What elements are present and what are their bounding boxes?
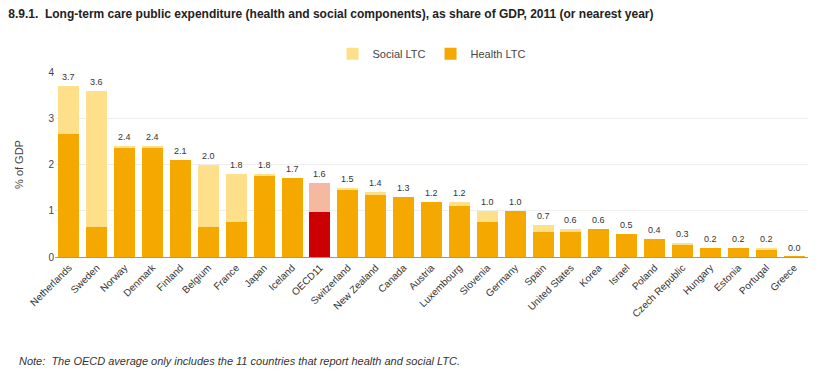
svg-text:0: 0: [48, 252, 54, 263]
svg-text:2.1: 2.1: [174, 146, 187, 156]
svg-text:1.5: 1.5: [341, 174, 354, 184]
svg-text:1.3: 1.3: [397, 183, 410, 193]
svg-text:Germany: Germany: [483, 262, 520, 299]
svg-text:Norway: Norway: [98, 262, 130, 294]
svg-text:Iceland: Iceland: [266, 262, 297, 293]
svg-text:0.2: 0.2: [704, 234, 717, 244]
svg-text:0.5: 0.5: [620, 220, 633, 230]
svg-text:Japan: Japan: [242, 262, 269, 289]
svg-text:1.7: 1.7: [286, 164, 299, 174]
svg-text:Luxembourg: Luxembourg: [417, 262, 464, 309]
svg-text:Poland: Poland: [630, 262, 660, 292]
svg-text:2.0: 2.0: [202, 151, 215, 161]
svg-text:3.6: 3.6: [90, 77, 103, 87]
svg-text:Estonia: Estonia: [712, 262, 744, 294]
svg-text:2.4: 2.4: [118, 132, 131, 142]
svg-text:2: 2: [48, 159, 54, 170]
svg-text:Note: The OECD average only i: Note: The OECD average only includes the…: [19, 355, 460, 367]
svg-text:Sweden: Sweden: [68, 262, 101, 295]
svg-text:2.4: 2.4: [146, 132, 159, 142]
svg-text:% of GDP: % of GDP: [13, 140, 25, 189]
svg-text:1: 1: [48, 205, 54, 216]
svg-text:1.2: 1.2: [425, 188, 438, 198]
svg-text:0.6: 0.6: [592, 215, 605, 225]
svg-text:1.6: 1.6: [313, 169, 326, 179]
svg-text:0.2: 0.2: [760, 234, 773, 244]
svg-text:1.0: 1.0: [509, 197, 522, 207]
svg-text:1.8: 1.8: [258, 160, 271, 170]
svg-text:OECD11: OECD11: [289, 262, 325, 298]
svg-text:3.7: 3.7: [62, 72, 75, 82]
svg-text:Austria: Austria: [407, 262, 437, 292]
svg-text:1.8: 1.8: [230, 160, 243, 170]
svg-text:Health LTC: Health LTC: [471, 48, 526, 60]
svg-text:Denmark: Denmark: [121, 261, 158, 298]
svg-text:0.6: 0.6: [564, 215, 577, 225]
svg-text:Greece: Greece: [768, 262, 799, 293]
svg-text:Canada: Canada: [376, 262, 409, 295]
svg-text:Slovenia: Slovenia: [457, 262, 492, 297]
svg-text:1.4: 1.4: [369, 178, 382, 188]
svg-text:Belgium: Belgium: [180, 262, 213, 295]
svg-text:3: 3: [48, 113, 54, 124]
svg-text:Israel: Israel: [607, 262, 632, 287]
svg-text:4: 4: [48, 67, 54, 78]
svg-text:0.4: 0.4: [648, 225, 661, 235]
svg-text:0.3: 0.3: [676, 229, 689, 239]
svg-text:Netherlands: Netherlands: [28, 262, 74, 308]
svg-text:Hungary: Hungary: [681, 262, 716, 297]
svg-text:1.2: 1.2: [453, 188, 466, 198]
svg-text:Switzerland: Switzerland: [308, 262, 352, 306]
svg-text:1.0: 1.0: [481, 197, 494, 207]
svg-text:Korea: Korea: [577, 262, 604, 289]
svg-text:Portugal: Portugal: [737, 262, 771, 296]
svg-text:New Zealand: New Zealand: [331, 262, 380, 311]
svg-text:United States: United States: [526, 262, 576, 312]
svg-text:Finland: Finland: [154, 262, 185, 293]
svg-text:8.9.1. Long-term care public: 8.9.1. Long-term care public expenditure…: [8, 7, 653, 21]
svg-text:0.2: 0.2: [732, 234, 745, 244]
svg-text:Czech Republic: Czech Republic: [630, 262, 687, 319]
svg-text:0.0: 0.0: [788, 243, 801, 253]
svg-text:Spain: Spain: [522, 262, 548, 288]
svg-text:0.7: 0.7: [537, 211, 550, 221]
svg-text:Social LTC: Social LTC: [373, 48, 426, 60]
svg-text:France: France: [211, 262, 241, 292]
